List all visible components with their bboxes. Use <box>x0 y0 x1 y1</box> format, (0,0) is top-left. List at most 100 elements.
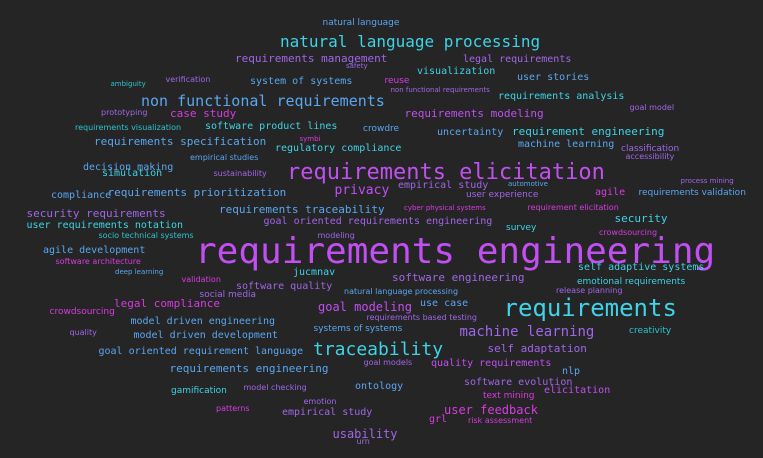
cloud-word: elicitation <box>544 385 611 396</box>
cloud-word: requirements engineering <box>169 362 329 376</box>
cloud-word: uncertainty <box>437 127 504 138</box>
cloud-word: ambiguity <box>110 80 146 89</box>
cloud-word: model checking <box>243 382 307 392</box>
cloud-word: natural language processing <box>280 32 541 52</box>
cloud-word: agile development <box>43 245 146 256</box>
cloud-word: self adaptive systems <box>578 262 705 273</box>
cloud-word: model driven development <box>133 330 279 341</box>
cloud-word: non functional requirements <box>141 92 385 110</box>
cloud-word: patterns <box>216 403 250 413</box>
cloud-word: verification <box>165 74 211 84</box>
cloud-word: gamification <box>171 385 227 396</box>
cloud-word: goal models <box>363 357 413 367</box>
cloud-word: simulation <box>102 168 163 179</box>
cloud-word: user feedback <box>444 403 538 418</box>
cloud-word: software product lines <box>205 121 338 132</box>
cloud-word: case study <box>170 107 237 121</box>
cloud-word: requirements traceability <box>219 203 385 217</box>
cloud-word: goal oriented requirement language <box>98 346 304 357</box>
cloud-word: visualization <box>417 66 496 77</box>
cloud-word: jucmnav <box>293 267 336 278</box>
cloud-word: creativity <box>629 325 672 336</box>
cloud-word: requirements engineering <box>195 231 716 273</box>
cloud-word: deep learning <box>115 268 164 277</box>
cloud-word: user stories <box>517 72 590 83</box>
cloud-word: traceability <box>313 338 444 360</box>
cloud-word: cyber physical systems <box>404 204 486 213</box>
cloud-word: sustainability <box>213 168 267 178</box>
cloud-word: symbi <box>299 135 321 144</box>
cloud-word: empirical study <box>398 180 489 191</box>
cloud-word: security requirements <box>26 207 166 221</box>
cloud-word: self adaptation <box>487 342 587 356</box>
cloud-word: requirements validation <box>638 187 746 198</box>
cloud-word: software engineering <box>392 271 525 285</box>
cloud-word: systems of systems <box>313 323 403 334</box>
cloud-word: machine learning <box>518 139 615 150</box>
cloud-word: decision making <box>83 162 174 173</box>
cloud-word: requirements based testing <box>366 312 478 322</box>
cloud-word: grl <box>429 414 448 425</box>
cloud-word: regulatory compliance <box>275 143 402 154</box>
cloud-word: usability <box>332 427 398 442</box>
cloud-word: requirements visualization <box>75 122 182 132</box>
cloud-word: socio technical systems <box>98 230 194 240</box>
cloud-word: empirical studies <box>190 152 259 162</box>
cloud-word: nlp <box>562 366 581 377</box>
cloud-word: classification <box>621 143 680 154</box>
cloud-word: emotion <box>303 396 337 406</box>
cloud-word: user requirements notation <box>26 220 184 231</box>
cloud-word: goal oriented requirements engineering <box>263 216 493 227</box>
cloud-word: quality <box>69 327 97 337</box>
cloud-word: software architecture <box>55 256 141 266</box>
cloud-word: use case <box>420 298 469 309</box>
cloud-word: privacy <box>334 182 390 198</box>
cloud-word: legal requirements <box>463 54 572 65</box>
cloud-word: requirement engineering <box>512 125 665 139</box>
cloud-word: crowdsourcing <box>599 227 658 237</box>
cloud-word: survey <box>506 222 537 233</box>
cloud-word: goal modeling <box>318 300 412 315</box>
cloud-word: prototyping <box>101 107 148 117</box>
cloud-word: machine learning <box>459 323 595 340</box>
cloud-word: requirements analysis <box>498 91 625 102</box>
cloud-word: quality requirements <box>431 358 552 369</box>
cloud-word: requirement elicitation <box>527 202 619 212</box>
cloud-word: risk assessment <box>468 415 533 425</box>
cloud-word: urn <box>356 436 370 446</box>
cloud-word: requirements <box>503 293 677 322</box>
cloud-word: process mining <box>680 177 734 186</box>
cloud-word: compliance <box>51 190 112 201</box>
cloud-word: legal compliance <box>114 297 220 311</box>
cloud-word: modeling <box>317 230 355 240</box>
cloud-word: validation <box>181 274 221 284</box>
cloud-word: natural language <box>322 17 400 28</box>
cloud-word: software evolution <box>464 377 573 388</box>
cloud-word: requirements elicitation <box>287 160 605 186</box>
cloud-word: crowdsourcing <box>49 306 115 317</box>
cloud-word: natural language processing <box>344 286 459 296</box>
cloud-word: system of systems <box>250 76 353 87</box>
cloud-word: release planning <box>556 285 623 295</box>
cloud-word: security <box>614 212 668 226</box>
cloud-word: safety <box>346 62 368 71</box>
cloud-word: agile <box>595 187 626 198</box>
cloud-word: goal model <box>629 102 675 112</box>
cloud-word: automotive <box>508 180 548 189</box>
cloud-word: non functional requirements <box>390 86 490 95</box>
cloud-word: ontology <box>355 381 404 392</box>
cloud-word: empirical study <box>282 407 373 418</box>
cloud-word: requirements management <box>235 52 388 66</box>
cloud-word: software quality <box>236 281 333 292</box>
cloud-word: requirements modeling <box>404 107 544 121</box>
cloud-word: emotional requirements <box>577 276 686 287</box>
cloud-word: crowdre <box>363 123 400 134</box>
cloud-word: user experience <box>466 189 539 200</box>
cloud-word: model driven engineering <box>130 316 276 327</box>
cloud-word: reuse <box>384 75 410 86</box>
cloud-word: requirements prioritization <box>107 186 287 200</box>
cloud-word: accessibility <box>625 151 675 161</box>
cloud-word: text mining <box>483 390 535 401</box>
cloud-word: social media <box>199 289 257 300</box>
